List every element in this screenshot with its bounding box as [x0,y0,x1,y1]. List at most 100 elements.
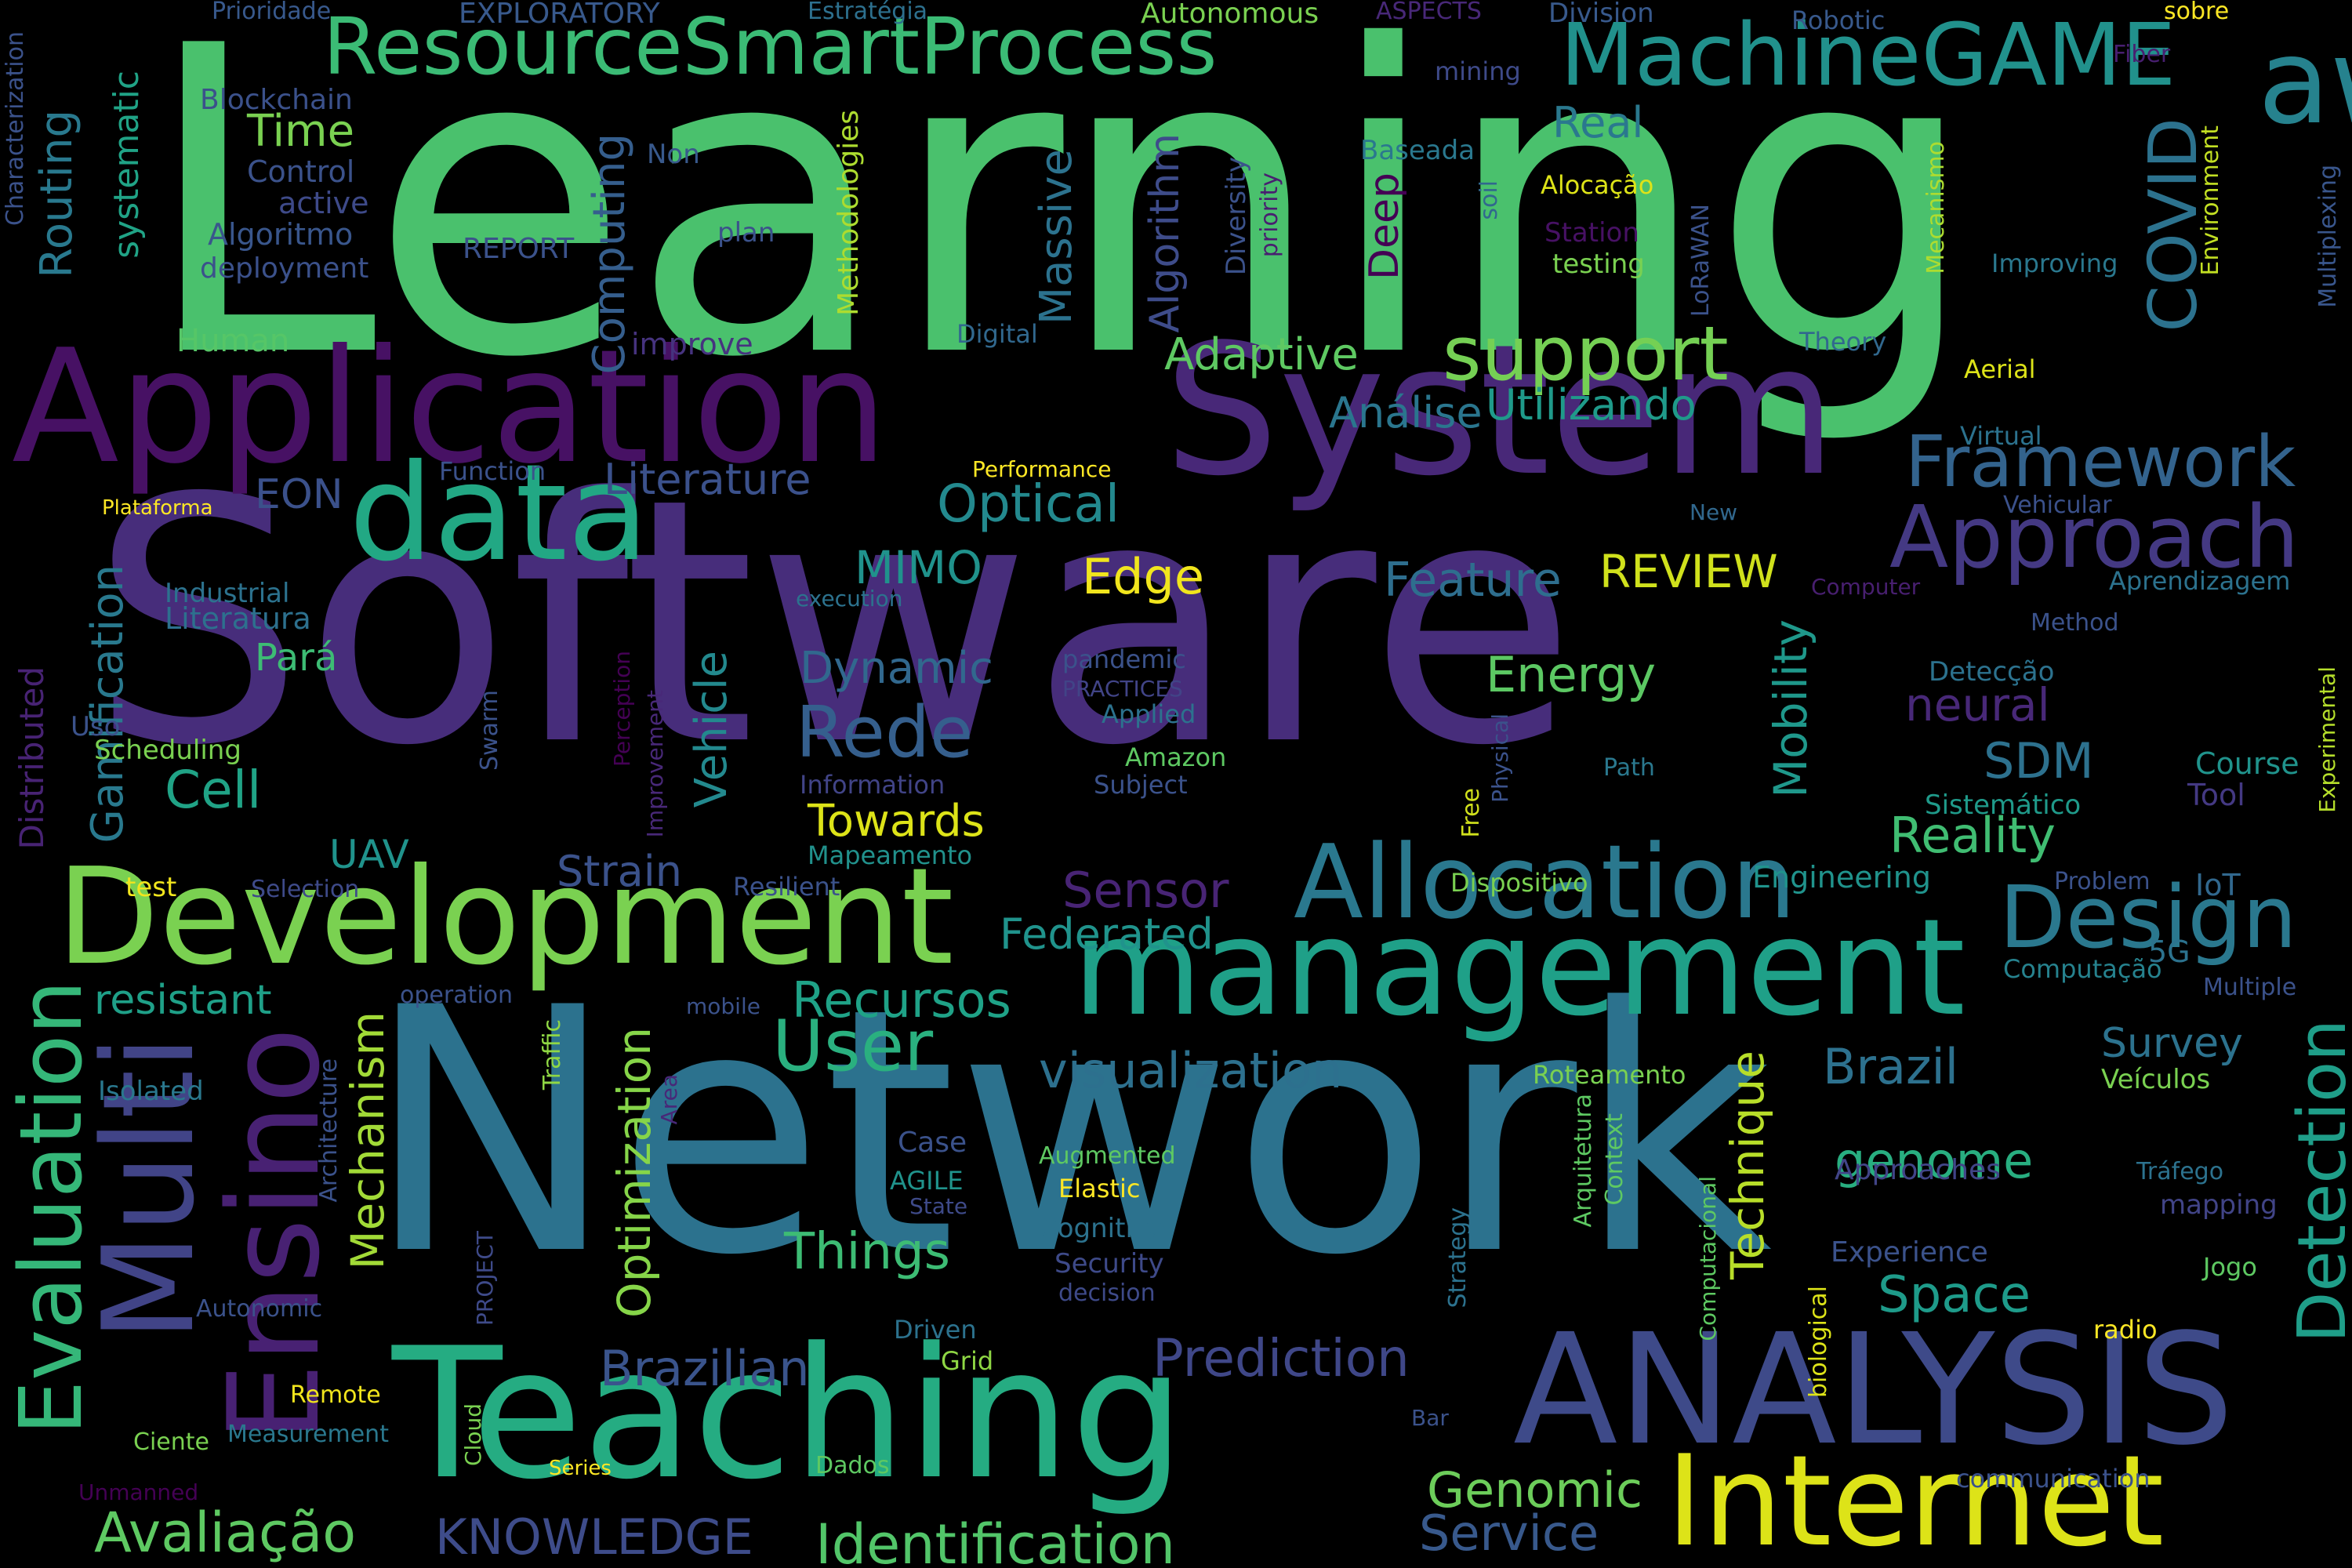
word-subject: Subject [1094,770,1188,800]
word-allocation: Allocation [1294,822,1796,942]
word-function: Function [439,456,546,486]
word-algorithm: Algorithm [1142,133,1189,333]
word-aerial: Aerial [1964,354,2036,384]
word-measurement: Measurement [227,1421,389,1448]
word-systematic: systematic [107,71,147,259]
word-isolated: Isolated [98,1076,204,1107]
word-blockchain: Blockchain [200,84,353,116]
word-multiple: Multiple [2203,974,2297,1001]
word-agile: AGILE [890,1166,964,1196]
word-lorawan: LoRaWAN [1687,204,1715,318]
word-neural: neural [1905,678,2050,731]
word-project: PROJECT [472,1231,498,1326]
word-distributed: Distributed [13,666,51,850]
word-dynamic: Dynamic [800,643,993,694]
word-digital: Digital [956,319,1038,349]
word-real: Real [1552,98,1644,147]
word-theory: Theory [1799,327,1887,357]
word-traffic: Traffic [539,1019,566,1091]
word-architecture: Architecture [315,1058,343,1203]
word-service: Service [1419,1504,1599,1562]
word-strain: Strain [557,847,682,896]
word-control: Control [247,154,355,189]
word-genome: genome [1835,1132,2034,1189]
word-eon: EON [255,471,343,518]
word-teaching: Teaching [392,1310,1185,1519]
word-area: Area [656,1074,682,1125]
word-baseada: Baseada [1360,135,1475,166]
word-path: Path [1603,754,1655,782]
word-technique: Technique [1721,1051,1774,1280]
word-case: Case [898,1127,967,1159]
word-aprendizagem: Aprendizagem [2109,566,2291,596]
word-mapeamento: Mapeamento [808,840,973,870]
word-mapping: mapping [2160,1189,2278,1221]
word-experience: Experience [1831,1236,1988,1269]
word-robotic: Robotic [1791,5,1886,35]
word-literatura: Literatura [165,601,311,636]
word-cloud: Cloud [460,1403,486,1466]
word-computing: Computing [584,133,635,375]
word-cognitive: Cognitive [1039,1213,1165,1244]
word-human: Human [176,323,290,359]
word-augmented: Augmented [1039,1142,1176,1170]
word-active: active [278,186,369,220]
word-communication: communication [1956,1464,2151,1494]
word-review: REVIEW [1599,545,1778,598]
word-computer: Computer [1811,574,1921,600]
word-autonomous: Autonomous [1141,0,1319,30]
word-adaptive: Adaptive [1164,329,1359,380]
word-routing: Routing [31,110,82,278]
word-security: Security [1054,1248,1164,1279]
word-new: New [1690,499,1738,525]
word-estrategia: Estratégia [808,0,928,25]
word-optimization: Optimization [608,1027,661,1319]
word-vehicular: Vehicular [2003,492,2112,519]
word-selection: Selection [251,876,360,903]
word-massive: Massive [1031,149,1082,325]
word-dispositivo: Dispositivo [1450,868,1588,898]
word-amazon: Amazon [1125,742,1227,772]
word-uav: UAV [329,832,409,877]
word-system: System [1164,307,1837,516]
word-visualization: visualization [1039,1042,1343,1099]
word-elastic: Elastic [1058,1174,1141,1203]
word-analysis: ANALYSIS [1513,1301,2234,1479]
word-resourcesmartprocess: ResourceSmartProcess [323,1,1218,93]
word-test: test [125,872,177,903]
word-approaches: Approaches [1835,1154,2001,1186]
word-physical: Physical [1487,713,1513,803]
word-fiber: Fiber [2113,41,2171,68]
word-alocacao: Alocação [1541,170,1654,200]
word-station: Station [1544,217,1639,249]
word-ciente: Ciente [133,1428,209,1456]
word-deep: Deep [1361,172,1408,281]
word-prioridade: Prioridade [212,0,332,25]
word-gamification: Gamification [82,564,133,844]
word-application: Application [12,316,888,499]
word-federated: Federated [1000,909,1214,959]
word-cell: Cell [165,760,262,820]
word-execution: execution [796,586,903,612]
word-roteamento: Roteamento [1533,1060,1686,1090]
word-support: support [1443,311,1729,397]
word-testing: testing [1552,249,1645,280]
word-mobility: Mobility [1764,619,1817,798]
word-plataforma: Plataforma [102,496,213,520]
word-5g: 5G [2148,935,2190,969]
word-data: data [349,436,649,591]
word-mining: mining [1435,56,1521,86]
word-diversity: Diversity [1221,157,1252,276]
word-report: REPORT [463,233,575,265]
word-things: Things [784,1223,950,1281]
word-grid: Grid [941,1346,994,1376]
word-priority: priority [1256,172,1283,258]
word-sistematico: Sistemático [1925,789,2082,821]
word-reality: Reality [1889,807,2056,864]
word-framework: Framework [1905,421,2296,503]
word-deployment: deployment [200,252,369,285]
word-state: State [909,1193,968,1219]
word-virtual: Virtual [1960,421,2042,451]
word-time: Time [247,106,355,157]
word-mecanismo: Mecanismo [1922,141,1950,274]
